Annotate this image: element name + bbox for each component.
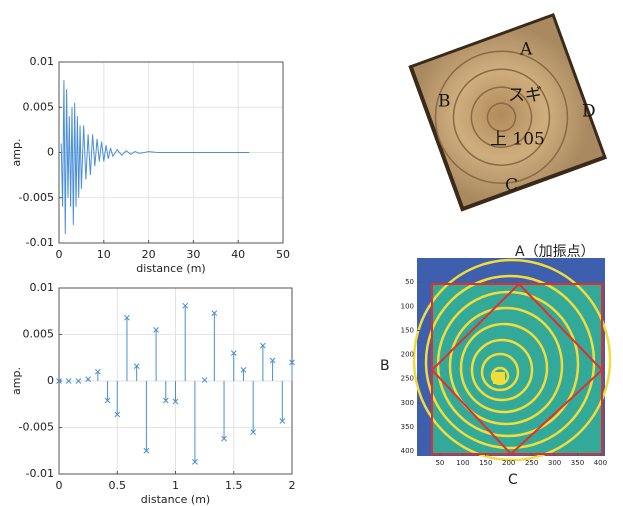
- x-tick-label: 100: [456, 459, 469, 467]
- stem-marker: [250, 429, 257, 436]
- x-tick-label: 150: [479, 459, 492, 467]
- photo-label: D: [582, 102, 596, 122]
- x-tick-label: 300: [548, 459, 561, 467]
- photo-label: A: [519, 40, 533, 60]
- stem-marker: [182, 302, 189, 309]
- x-axis-label: distance (m): [136, 262, 205, 275]
- y-tick-label: 50: [405, 278, 414, 286]
- stem-marker: [85, 376, 91, 382]
- y-tick-label: 250: [401, 375, 414, 383]
- photo-label: B: [438, 92, 451, 112]
- stem-marker: [143, 447, 150, 454]
- y-tick-label: 0.005: [23, 328, 55, 341]
- x-tick-label: 200: [502, 459, 515, 467]
- series-line: [60, 80, 250, 234]
- x-tick-label: 0: [56, 248, 63, 261]
- y-axis-label: amp.: [10, 367, 23, 395]
- wood-photo: [408, 12, 607, 212]
- y-tick-label: 300: [401, 399, 414, 407]
- y-axis-label: amp.: [10, 139, 23, 167]
- y-tick-label: 0.01: [30, 281, 55, 294]
- x-tick-label: 2: [289, 479, 296, 492]
- stem-marker: [172, 398, 179, 405]
- x-tick-label: 1.5: [225, 479, 243, 492]
- photo-label: C: [505, 176, 518, 196]
- y-tick-label: -0.01: [26, 236, 54, 249]
- stem-marker: [201, 377, 208, 383]
- x-tick-label: 0.5: [109, 479, 127, 492]
- annotation: A（加振点）: [515, 244, 595, 260]
- x-tick-label: 1: [172, 479, 179, 492]
- x-tick-label: 350: [571, 459, 584, 467]
- y-tick-label: 100: [401, 302, 414, 310]
- x-tick-label: 40: [231, 248, 245, 261]
- stem-marker: [240, 366, 247, 373]
- stem-marker: [133, 363, 140, 369]
- x-tick-label: 20: [142, 248, 156, 261]
- y-tick-label: 0: [47, 146, 54, 159]
- y-tick-label: 0: [47, 374, 54, 387]
- stem-marker: [114, 411, 121, 418]
- y-tick-label: 200: [401, 351, 414, 359]
- stem-marker: [230, 350, 237, 356]
- x-tick-label: 50: [435, 459, 444, 467]
- stem-marker: [65, 378, 72, 384]
- x-axis-label: distance (m): [141, 493, 210, 506]
- stem-marker: [211, 310, 218, 316]
- y-tick-label: 0.01: [30, 55, 55, 68]
- y-tick-label: -0.005: [19, 421, 54, 434]
- stem-marker: [279, 418, 286, 424]
- x-tick-label: 50: [276, 248, 290, 261]
- x-tick-label: 10: [97, 248, 111, 261]
- y-tick-label: -0.005: [19, 191, 54, 204]
- stem-marker: [124, 314, 130, 321]
- stem-marker: [104, 397, 111, 404]
- x-tick-label: 0: [56, 479, 63, 492]
- annotation: B: [380, 358, 390, 374]
- stem-marker: [94, 368, 101, 375]
- stem-marker: [289, 359, 295, 366]
- x-tick-label: 30: [186, 248, 200, 261]
- photo-label: スギ: [508, 86, 542, 106]
- y-tick-label: -0.01: [26, 467, 54, 480]
- y-tick-label: 0.005: [23, 100, 55, 113]
- x-tick-label: 250: [525, 459, 538, 467]
- plot-frame: [58, 61, 284, 244]
- photo-label: 上 105: [490, 130, 545, 150]
- stem-marker: [56, 378, 62, 384]
- stem-marker: [153, 326, 159, 333]
- y-tick-label: 150: [401, 326, 414, 334]
- stem-marker: [221, 435, 227, 442]
- stem-marker: [260, 342, 266, 349]
- stem-marker: [192, 459, 198, 465]
- heatmap-image: [412, 258, 612, 462]
- y-tick-label: 350: [401, 423, 414, 431]
- stem-marker: [75, 378, 82, 384]
- annotation: C: [508, 472, 518, 488]
- stem-marker: [162, 397, 169, 404]
- x-tick-label: 400: [594, 459, 607, 467]
- y-tick-label: 400: [401, 447, 414, 455]
- stem-marker: [269, 357, 276, 364]
